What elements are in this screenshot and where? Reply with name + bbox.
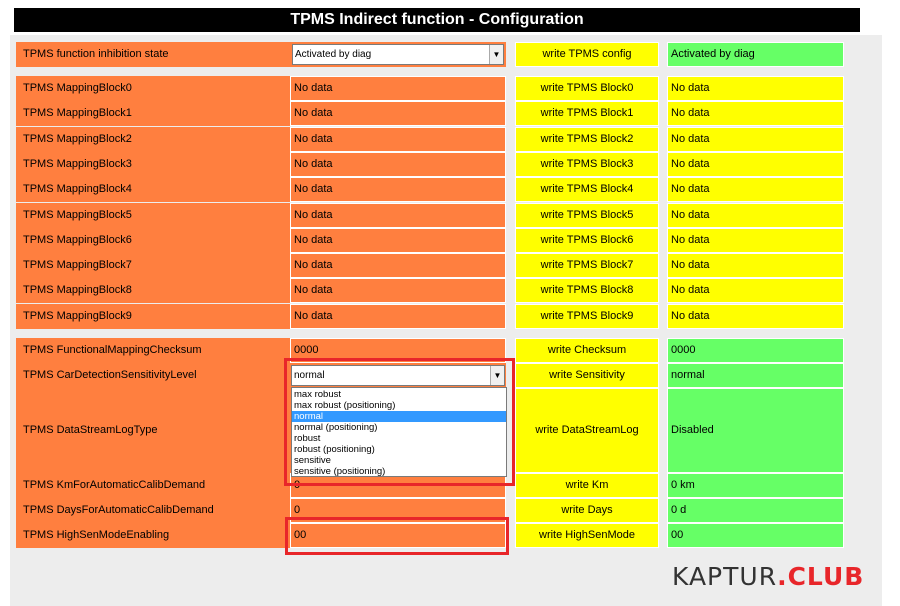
datastream-result: Disabled	[667, 388, 844, 473]
write-sensitivity-button[interactable]: write Sensitivity	[515, 363, 659, 388]
km-label: TPMS KmForAutomaticCalibDemand	[16, 473, 290, 498]
mapping-block-value[interactable]: No data	[290, 278, 506, 303]
mapping-block-result: No data	[667, 228, 844, 253]
write-block-button[interactable]: write TPMS Block7	[515, 253, 659, 278]
write-days-button[interactable]: write Days	[515, 498, 659, 523]
checksum-label: TPMS FunctionalMappingChecksum	[16, 338, 290, 363]
inhibition-result: Activated by diag	[667, 42, 844, 67]
write-block-button[interactable]: write TPMS Block6	[515, 228, 659, 253]
dropdown-option[interactable]: robust	[294, 433, 321, 444]
mapping-block-label: TPMS MappingBlock7	[16, 253, 290, 278]
datastream-label: TPMS DataStreamLogType	[16, 388, 290, 473]
sensitivity-select-value: normal	[294, 370, 325, 381]
highsen-label: TPMS HighSenModeEnabling	[16, 523, 290, 548]
mapping-block-value[interactable]: No data	[290, 127, 506, 152]
mapping-block-label: TPMS MappingBlock1	[16, 101, 290, 126]
dropdown-option[interactable]: max robust (positioning)	[294, 400, 396, 411]
write-block-button[interactable]: write TPMS Block9	[515, 304, 659, 329]
write-block-button[interactable]: write TPMS Block5	[515, 203, 659, 228]
mapping-block-value[interactable]: No data	[290, 101, 506, 126]
highsen-result: 00	[667, 523, 844, 548]
dropdown-option[interactable]: normal	[292, 411, 506, 422]
inhibition-select-value: Activated by diag	[295, 49, 372, 60]
mapping-block-result: No data	[667, 127, 844, 152]
inhibition-label: TPMS function inhibition state	[16, 42, 290, 67]
mapping-block-result: No data	[667, 101, 844, 126]
dropdown-option[interactable]: robust (positioning)	[294, 444, 375, 455]
km-result: 0 km	[667, 473, 844, 498]
days-result: 0 d	[667, 498, 844, 523]
highlight-box-highsen	[285, 517, 509, 555]
sensitivity-label: TPMS CarDetectionSensitivityLevel	[16, 363, 290, 388]
days-label: TPMS DaysForAutomaticCalibDemand	[16, 498, 290, 523]
highsen-value[interactable]: 00	[290, 523, 506, 548]
watermark-logo: KAPTUR.CLUB	[672, 562, 865, 591]
mapping-block-result: No data	[667, 76, 844, 101]
mapping-block-label: TPMS MappingBlock0	[16, 76, 290, 101]
mapping-block-result: No data	[667, 278, 844, 303]
mapping-block-result: No data	[667, 253, 844, 278]
write-block-button[interactable]: write TPMS Block4	[515, 177, 659, 202]
page-title: TPMS Indirect function - Configuration	[14, 8, 860, 32]
dropdown-option[interactable]: sensitive (positioning)	[294, 466, 386, 477]
highlight-box-sensitivity	[284, 358, 515, 486]
mapping-block-value[interactable]: No data	[290, 152, 506, 177]
mapping-block-label: TPMS MappingBlock6	[16, 228, 290, 253]
write-block-button[interactable]: write TPMS Block0	[515, 76, 659, 101]
mapping-block-result: No data	[667, 203, 844, 228]
mapping-block-result: No data	[667, 152, 844, 177]
mapping-block-value[interactable]: No data	[290, 304, 506, 329]
write-block-button[interactable]: write TPMS Block1	[515, 101, 659, 126]
mapping-block-result: No data	[667, 304, 844, 329]
write-datastreamlog-button[interactable]: write DataStreamLog	[515, 388, 659, 473]
mapping-block-result: No data	[667, 177, 844, 202]
write-block-button[interactable]: write TPMS Block3	[515, 152, 659, 177]
dropdown-option[interactable]: normal (positioning)	[294, 422, 378, 433]
write-block-button[interactable]: write TPMS Block8	[515, 278, 659, 303]
inhibition-select[interactable]: Activated by diag ▼	[292, 44, 504, 65]
write-highsenmode-button[interactable]: write HighSenMode	[515, 523, 659, 548]
sensitivity-result: normal	[667, 363, 844, 388]
mapping-block-label: TPMS MappingBlock2	[16, 127, 290, 152]
chevron-down-icon: ▼	[490, 366, 504, 385]
write-tpms-config-button[interactable]: write TPMS config	[515, 42, 659, 67]
mapping-block-value[interactable]: No data	[290, 228, 506, 253]
mapping-block-label: TPMS MappingBlock4	[16, 177, 290, 202]
dropdown-option[interactable]: max robust	[294, 389, 341, 400]
chevron-down-icon: ▼	[489, 45, 503, 64]
dropdown-option[interactable]: sensitive	[294, 455, 331, 466]
sensitivity-dropdown-list: max robust max robust (positioning) normal…	[291, 387, 507, 477]
write-km-button[interactable]: write Km	[515, 473, 659, 498]
mapping-block-value[interactable]: No data	[290, 253, 506, 278]
mapping-block-label: TPMS MappingBlock9	[16, 304, 290, 329]
mapping-block-value[interactable]: No data	[290, 203, 506, 228]
sensitivity-select[interactable]: normal ▼	[291, 365, 505, 386]
mapping-block-label: TPMS MappingBlock3	[16, 152, 290, 177]
checksum-result: 0000	[667, 338, 844, 363]
mapping-block-value[interactable]: No data	[290, 177, 506, 202]
mapping-block-value[interactable]: No data	[290, 76, 506, 101]
mapping-block-label: TPMS MappingBlock5	[16, 203, 290, 228]
write-checksum-button[interactable]: write Checksum	[515, 338, 659, 363]
write-block-button[interactable]: write TPMS Block2	[515, 127, 659, 152]
mapping-block-label: TPMS MappingBlock8	[16, 278, 290, 303]
